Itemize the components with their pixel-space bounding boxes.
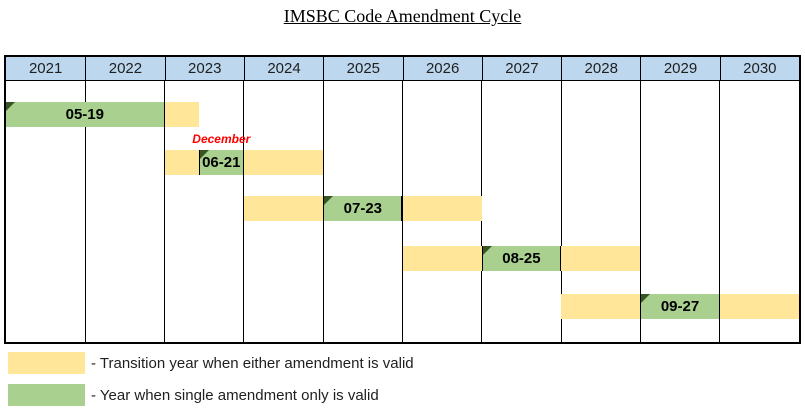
transition-legend-swatch <box>8 352 85 374</box>
amendment-label: 07-23 <box>343 200 383 217</box>
single-valid-bar-09-27: 09-27 <box>640 294 720 319</box>
transition-bar <box>402 246 482 271</box>
amendment-label: 08-25 <box>502 250 541 267</box>
legend-item-single-valid: - Year when single amendment only is val… <box>8 384 379 406</box>
year-header-cell-2027: 2027 <box>481 57 561 80</box>
valid-start-marker-icon <box>641 294 651 303</box>
year-header-cell-2021: 2021 <box>28 60 63 77</box>
year-header-cell-2029: 2029 <box>640 57 719 80</box>
column-gridline <box>560 81 562 342</box>
year-header-cell-2026: 2026 <box>402 57 482 80</box>
single-valid-legend-swatch <box>8 384 85 406</box>
amendment-label: 09-27 <box>660 298 700 315</box>
valid-start-marker-icon <box>324 196 334 205</box>
amendment-label: 06-21 <box>202 154 241 171</box>
transition-bar <box>164 102 199 127</box>
transition-bar <box>561 246 641 271</box>
year-header-cell-2025: 2025 <box>323 57 402 80</box>
single-valid-bar-07-23: 07-23 <box>323 196 403 221</box>
column-gridline <box>481 81 483 342</box>
amendment-label: 05-19 <box>65 106 104 123</box>
year-table: 2021 2022 2023 2024 2025 2026 2027 2028 2029 2030… <box>4 55 801 344</box>
year-header-row: 2021 2022 2023 2024 2025 2026 2027 2028 2029 2030 <box>6 57 799 81</box>
chart-body: 05-19 06-21 December 07-23 08-25 09-27 <box>6 81 799 342</box>
single-valid-legend-label: - Year when single amendment only is val… <box>91 386 379 404</box>
single-valid-bar-05-19: 05-19 <box>6 102 165 127</box>
transition-bar <box>164 150 199 175</box>
transition-bar <box>561 294 641 319</box>
single-valid-bar-08-25: 08-25 <box>481 246 562 271</box>
year-header-cell-2024: 2024 <box>243 57 323 80</box>
valid-start-marker-icon <box>6 102 15 111</box>
legend-item-transition: - Transition year when either amendment … <box>8 352 414 374</box>
transition-bar <box>243 196 324 221</box>
valid-start-marker-icon <box>199 150 209 159</box>
transition-legend-label: - Transition year when either amendment … <box>91 354 414 372</box>
december-annotation: December <box>192 132 251 146</box>
year-header-cell-2028: 2028 <box>561 57 640 80</box>
transition-bar <box>719 294 799 319</box>
valid-start-marker-icon <box>482 246 492 255</box>
year-header-cell-2022: 2022 <box>85 57 164 80</box>
column-gridline <box>639 81 641 342</box>
year-header-cell-2030: 2030 <box>719 57 799 80</box>
column-gridline <box>84 81 86 342</box>
chart-title: IMSBC Code Amendment Cycle <box>283 6 522 26</box>
year-header-cell-2023: 2023 <box>164 57 244 80</box>
column-gridline <box>719 81 721 342</box>
single-valid-bar-06-21: 06-21 <box>198 150 244 175</box>
transition-bar <box>243 150 324 175</box>
column-gridline <box>164 81 166 342</box>
transition-bar <box>402 196 482 221</box>
